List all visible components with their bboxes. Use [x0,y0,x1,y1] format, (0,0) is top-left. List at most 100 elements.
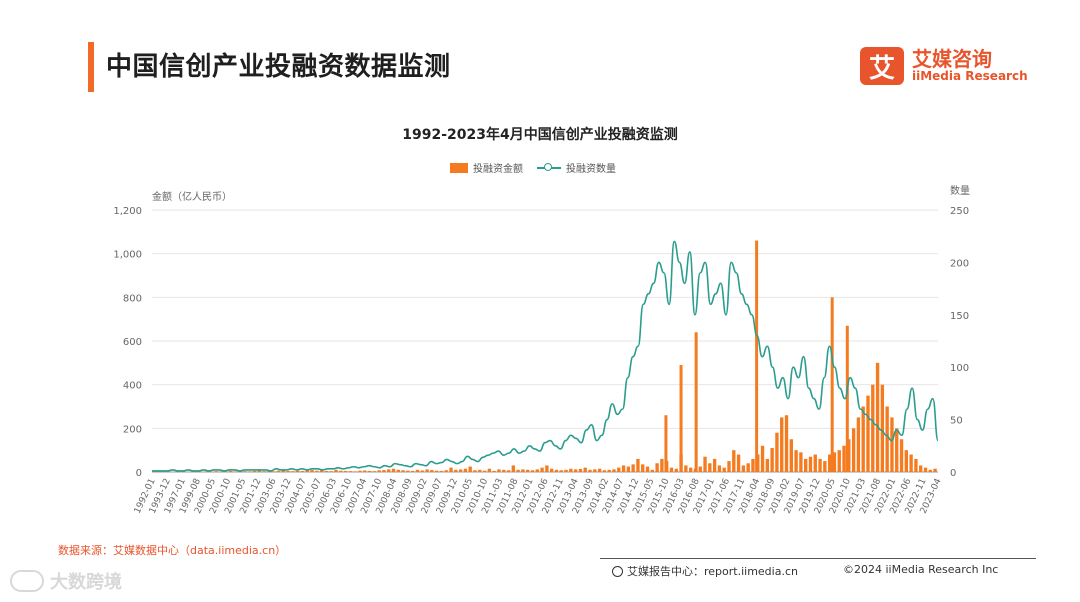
amount-bar [712,458,717,472]
legend-count-label: 投融资数量 [566,164,616,175]
amount-bar [257,470,261,472]
report-center: 艾媒报告中心：report.iimedia.cn [612,563,798,579]
amount-bar-spike [664,415,668,472]
amount-bar [458,469,463,472]
footer-divider [600,558,1036,559]
amount-bar [482,470,487,472]
y-right-tick-label: 200 [950,258,969,269]
y-right-tick-label: 0 [950,468,956,479]
amount-bar [621,465,626,472]
amount-bar [607,469,611,472]
amount-bar [866,395,870,472]
amount-bar [252,470,257,472]
amount-bar [871,384,875,472]
y-left-tick-label: 0 [136,468,142,479]
amount-bar [904,450,909,472]
amount-bar [559,470,563,472]
title-accent-bar [88,42,94,92]
amount-bar [478,469,482,472]
amount-bar [434,470,439,472]
amount-bar [190,471,194,472]
amount-bar [698,466,702,472]
amount-bar [880,384,885,472]
amount-bar [444,470,448,472]
amount-bar [554,469,559,472]
amount-bar [233,471,238,472]
amount-bar [564,469,568,472]
amount-bar [885,406,889,472]
amount-bar [530,470,535,472]
logo-name-cn: 艾媒咨询 [912,47,992,72]
amount-bar [549,468,554,472]
amount-bar [923,467,928,472]
amount-bar [382,470,386,472]
amount-bar [243,471,247,472]
amount-bar [722,467,726,472]
amount-bar [492,470,496,472]
amount-bar [823,461,827,472]
amount-bar [439,470,444,472]
amount-bar-spike [755,240,759,472]
amount-bar [914,458,918,472]
amount-bar [295,470,300,472]
amount-bar [645,466,650,472]
amount-bar [214,471,218,472]
amount-bar [703,456,707,472]
y-left-tick-label: 600 [123,337,142,348]
amount-bar [727,461,731,472]
amount-bar [286,470,290,472]
amount-bar [463,468,468,472]
amount-bar [751,458,755,472]
amount-bar [895,428,899,472]
amount-bar [540,467,544,472]
amount-bar-spike [679,365,683,472]
amount-bar [760,445,765,472]
amount-bar [334,469,338,472]
y-right-tick-label: 50 [950,416,963,427]
amount-bar [919,465,923,472]
logo-mark-icon: 艾 [860,47,904,85]
amount-bar [784,415,789,472]
amount-bar [928,469,932,472]
amount-bar [717,465,722,472]
amount-bar [842,445,846,472]
amount-bar [343,470,348,472]
amount-bar [363,470,367,472]
amount-bar [348,471,353,472]
amount-bar [367,470,372,472]
logo-name-en: iiMedia Research [912,69,1028,84]
amount-bar [497,469,501,472]
amount-bar [899,439,904,472]
chart-title: 1992-2023年4月中国信创产业投融资监测 [402,127,678,143]
amount-bar [909,454,913,472]
y-left-axis-title: 金额（亿人民币） [152,190,232,203]
amount-bar-spike [845,325,849,472]
amount-bar [406,470,410,472]
amount-bar-spike [694,332,698,472]
amount-bar [875,362,880,472]
watermark-text: 大数跨境 [50,572,122,593]
amount-bar [473,470,477,472]
amount-bar [511,465,516,472]
amount-bar [315,470,319,472]
amount-bar [502,469,506,472]
amount-bar [516,469,520,472]
y-right-tick-label: 100 [950,363,969,374]
amount-bar [799,452,803,472]
amount-bar [449,467,453,472]
investment-chart: 0 200 400 600 800 1,000 1,200 0 50 100 150 200 250 金额… [113,184,970,515]
amount-bar [521,469,525,472]
amount-bar [372,471,377,472]
amount-bar [597,468,602,472]
amount-bar [770,447,774,472]
amount-bar [310,470,314,472]
amount-bar [411,470,415,472]
y-right-axis-title: 数量 [950,184,970,197]
amount-bar [291,471,295,472]
amount-bar [847,439,851,472]
legend-line-swatch [537,162,561,174]
amount-bar [578,468,583,472]
amount-bar [808,456,813,472]
amount-bar [669,467,674,472]
amount-bar [741,465,746,472]
